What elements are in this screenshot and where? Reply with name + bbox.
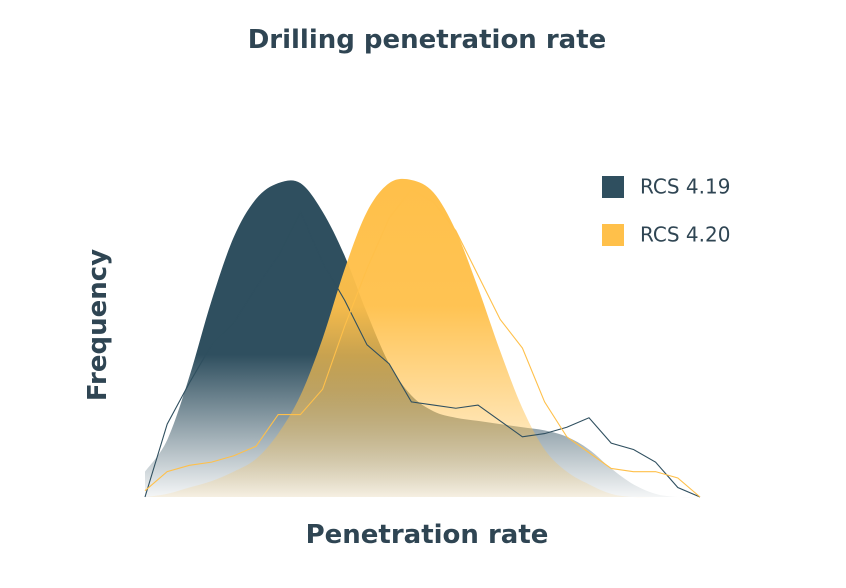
raw-line [144, 210, 701, 498]
x-axis-label: Penetration rate [306, 520, 549, 550]
legend-label: RCS 4.19 [640, 175, 730, 199]
y-axis-label: Frequency [83, 249, 113, 401]
legend-label: RCS 4.20 [640, 223, 730, 247]
raw-line [144, 188, 701, 498]
area [145, 180, 700, 498]
chart-title: Drilling penetration rate [248, 25, 607, 55]
legend-swatch [602, 224, 624, 246]
area [145, 178, 700, 498]
legend-swatch [602, 176, 624, 198]
